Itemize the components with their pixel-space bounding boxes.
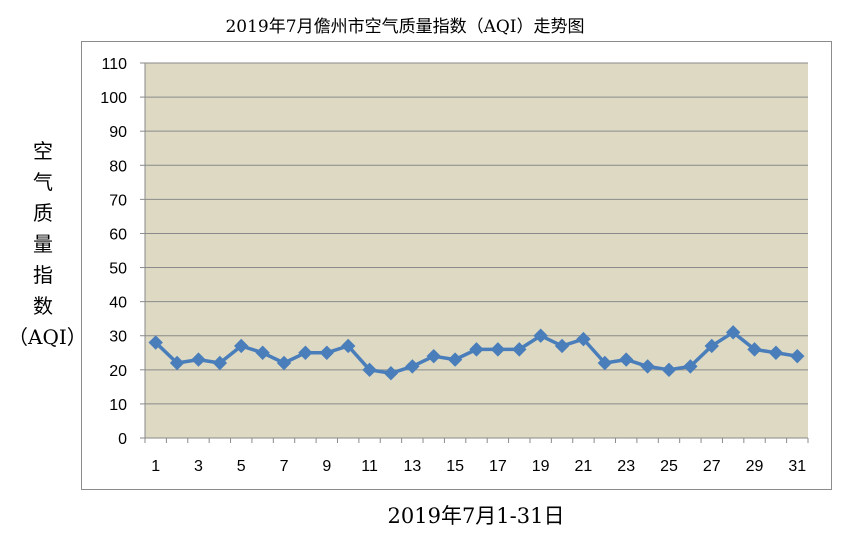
y-tick-label: 80 [109, 158, 127, 175]
y-tick-label: 30 [109, 329, 127, 346]
data-point [319, 345, 334, 360]
grid-lines [140, 62, 809, 443]
chart-title: 2019年7月儋州市空气质量指数（AQI）走势图 [225, 17, 585, 37]
y-axis-label-char: 指 [33, 263, 53, 287]
x-tick-label: 31 [788, 458, 806, 475]
y-tick-label: 90 [109, 124, 127, 141]
y-axis-label-char: 空 [33, 139, 53, 163]
data-point [597, 355, 613, 371]
y-tick-label: 40 [109, 295, 127, 312]
x-tick-label: 27 [703, 458, 721, 475]
data-point [554, 338, 570, 354]
aqi-series [148, 325, 805, 381]
x-tick-label: 1 [151, 458, 160, 475]
x-tick-label: 11 [361, 458, 378, 475]
data-point [148, 335, 163, 350]
y-axis-label-char: 质 [33, 201, 53, 225]
data-point [169, 355, 185, 371]
data-point [533, 328, 548, 343]
y-tick-labels: 0 10 20 30 40 50 60 70 80 90 100 110 [100, 56, 127, 448]
data-point [490, 342, 506, 357]
y-tick-label: 110 [101, 56, 127, 73]
y-axis-label: 空气质量指数 （AQI） [8, 136, 87, 353]
data-point [661, 362, 677, 378]
data-point [276, 355, 292, 371]
x-tick-label: 3 [194, 458, 203, 475]
data-point [362, 362, 377, 378]
y-tick-label: 0 [118, 431, 127, 448]
y-tick-label: 70 [109, 192, 127, 209]
y-axis-label-char: 量 [33, 232, 53, 256]
data-point [790, 348, 805, 364]
y-tick-label: 60 [109, 226, 127, 243]
x-axis-label: 2019年7月1-31日 [387, 504, 565, 528]
data-point [768, 345, 784, 360]
data-point [704, 338, 719, 354]
plot-area [145, 63, 808, 438]
y-axis-label-char: 气 [33, 170, 53, 194]
y-tick-label: 100 [100, 90, 127, 107]
data-point [191, 352, 206, 367]
data-point [447, 352, 463, 367]
x-tick-label: 7 [280, 458, 289, 475]
x-tick-label: 5 [237, 458, 246, 475]
x-tick-label: 9 [322, 458, 331, 475]
x-tick-labels: 1 3 5 7 9 11 13 15 17 19 21 23 25 27 29 31 [151, 458, 806, 475]
x-tick-label: 15 [446, 458, 464, 475]
data-point [576, 331, 591, 347]
y-tick-label: 50 [109, 261, 127, 278]
data-point [640, 359, 655, 374]
x-tick-label: 21 [575, 458, 593, 475]
data-point [426, 348, 441, 364]
data-point [619, 352, 634, 367]
data-point [683, 359, 698, 374]
x-tick-label: 17 [489, 458, 507, 475]
y-axis-label-unit: （AQI） [8, 325, 87, 349]
chart-frame [81, 41, 832, 490]
data-point [405, 359, 420, 374]
data-point [469, 342, 484, 357]
data-point [383, 366, 399, 381]
data-point [340, 338, 356, 354]
data-point [512, 342, 527, 357]
data-point [212, 355, 228, 371]
data-point [725, 325, 741, 340]
data-point [255, 345, 270, 360]
x-tick-label: 19 [532, 458, 550, 475]
data-point [298, 345, 313, 360]
y-tick-label: 20 [109, 363, 127, 380]
data-point [747, 342, 762, 357]
data-point [234, 338, 249, 354]
y-axis-label-char: 数 [33, 294, 53, 318]
x-tick-label: 23 [617, 458, 635, 475]
x-tick-label: 29 [746, 458, 764, 475]
x-tick-label: 25 [660, 458, 678, 475]
x-tick-label: 13 [403, 458, 421, 475]
y-tick-label: 10 [109, 397, 127, 414]
